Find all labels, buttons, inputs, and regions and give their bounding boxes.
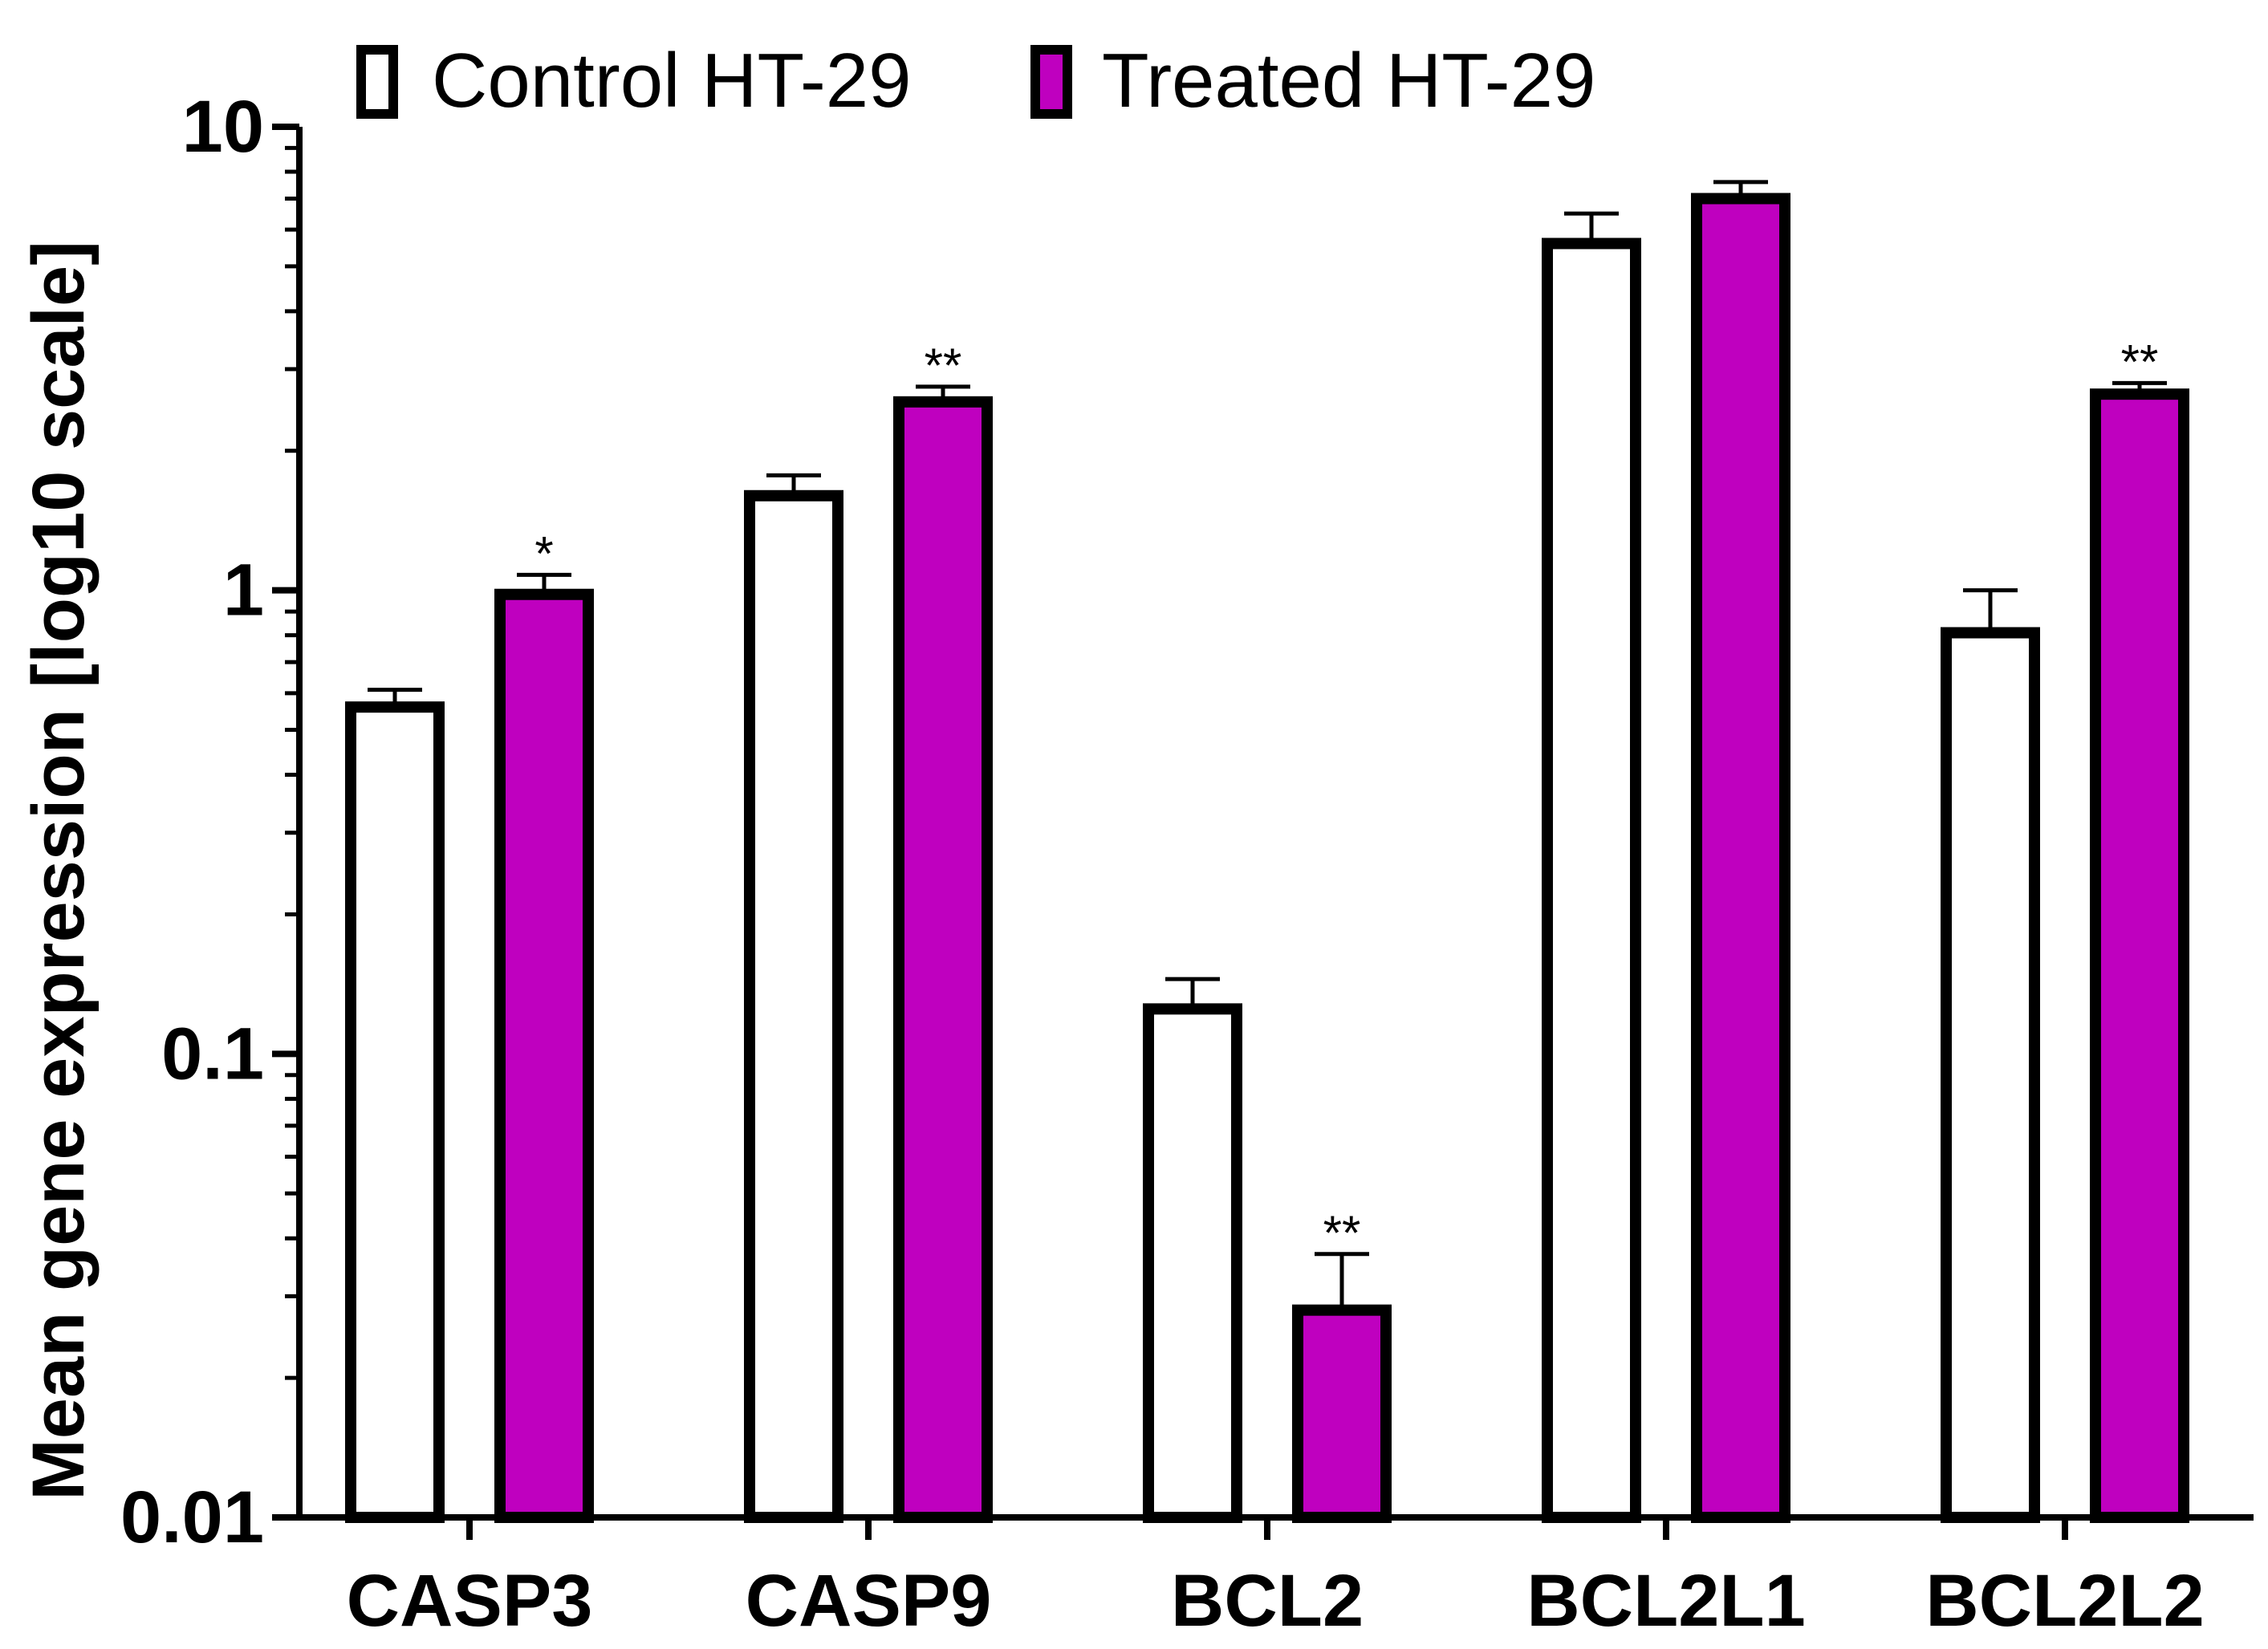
bar-treated-bcl2l2 xyxy=(2090,388,2189,1523)
bar-control-bcl2 xyxy=(1143,1003,1242,1524)
bar-control-bcl2l1 xyxy=(1542,238,1641,1523)
x-ticks: CASP3 CASP9 BCL2 BCL2L1 BCL2L2 xyxy=(347,1517,2205,1642)
y-tick-label: 0.01 xyxy=(120,1476,264,1558)
x-tick-label: BCL2 xyxy=(1171,1560,1364,1642)
axes xyxy=(296,127,2254,1521)
y-tick-label: 10 xyxy=(182,86,264,168)
legend: Control HT-29 Treated HT-29 xyxy=(356,38,1595,124)
y-tick-label: 0.1 xyxy=(161,1013,264,1095)
bar-control-bcl2l2 xyxy=(1941,627,2040,1523)
significance-marker: * xyxy=(534,526,553,580)
legend-swatch-treated xyxy=(1030,45,1072,119)
x-tick-label: BCL2L1 xyxy=(1526,1560,1806,1642)
bar-treated-casp3 xyxy=(494,588,594,1523)
x-tick-label: BCL2L2 xyxy=(1925,1560,2205,1642)
bar-control-casp3 xyxy=(345,701,445,1523)
bar-treated-bcl2 xyxy=(1292,1304,1392,1523)
significance-marker: ** xyxy=(925,339,962,392)
y-axis-label: Mean gene expression [log10 scale] xyxy=(18,241,100,1501)
bar-treated-casp9 xyxy=(893,396,993,1524)
significance-marker: ** xyxy=(1323,1206,1361,1260)
legend-label-control: Control HT-29 xyxy=(432,38,912,124)
x-tick-label: CASP9 xyxy=(746,1560,992,1642)
x-tick-label: CASP3 xyxy=(347,1560,593,1642)
legend-swatch-control xyxy=(356,45,398,119)
legend-label-treated: Treated HT-29 xyxy=(1102,38,1595,124)
bar-control-casp9 xyxy=(744,489,843,1524)
bars: ******* xyxy=(345,180,2189,1524)
y-ticks: 0.01 0.1 1 10 xyxy=(120,86,299,1558)
y-tick-label: 1 xyxy=(223,550,264,632)
significance-marker: ** xyxy=(2121,335,2159,388)
bar-treated-bcl2l1 xyxy=(1691,193,1790,1524)
